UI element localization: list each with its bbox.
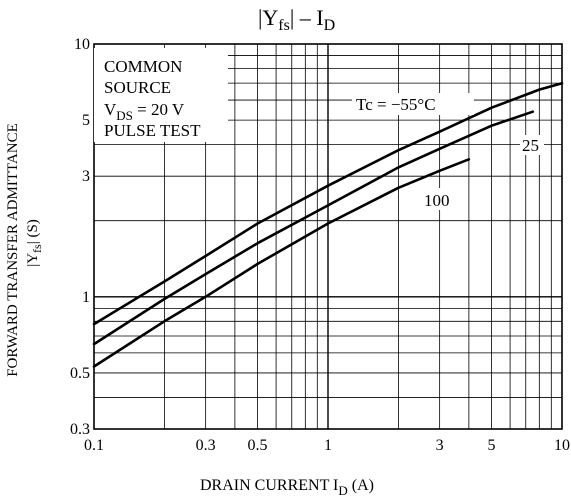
y-axis-label-yfs: |Yfs| (S) (25, 219, 44, 267)
series-layer (92, 81, 564, 368)
series-label-bg-25 (520, 135, 544, 155)
x-axis-label: DRAIN CURRENT ID (A) (200, 477, 374, 498)
y-tick-label: 10 (74, 36, 90, 53)
y-tick-label: 0.5 (70, 365, 90, 382)
condition-common: COMMON (104, 57, 182, 76)
plot-frame (93, 43, 563, 430)
y-tick-label: 1 (82, 289, 90, 306)
condition-pulse-test: PULSE TEST (104, 121, 201, 140)
x-tick-label: 1 (324, 437, 332, 454)
x-tick-label: 10 (554, 437, 570, 454)
x-tick-label: 0.1 (84, 437, 104, 454)
series-label-bg-100 (422, 188, 456, 210)
series-line-2 (92, 158, 471, 368)
condition-vds: VDS = 20 V (104, 100, 185, 123)
x-tick-label: 0.3 (196, 437, 216, 454)
y-axis-label: FORWARD TRANSFER ADMITTANCE (5, 123, 21, 377)
series-line-0 (92, 81, 564, 326)
condition-source: SOURCE (104, 78, 171, 97)
series-label-bg-tc (352, 93, 474, 115)
conditions-box-bg (94, 48, 228, 142)
y-tick-label: 5 (82, 112, 90, 129)
series-label-tc-minus55: Tc = −55°C (356, 95, 436, 114)
x-tick-label: 3 (436, 437, 444, 454)
series-line-1 (92, 110, 535, 346)
x-tick-label: 0.5 (248, 437, 268, 454)
series-label-100: 100 (424, 191, 450, 210)
series-label-25: 25 (522, 136, 539, 155)
y-tick-label: 3 (82, 168, 90, 185)
y-tick-label: 0.3 (70, 421, 90, 438)
x-tick-label: 5 (488, 437, 496, 454)
chart-title: |Yfs| – ID (258, 5, 335, 34)
